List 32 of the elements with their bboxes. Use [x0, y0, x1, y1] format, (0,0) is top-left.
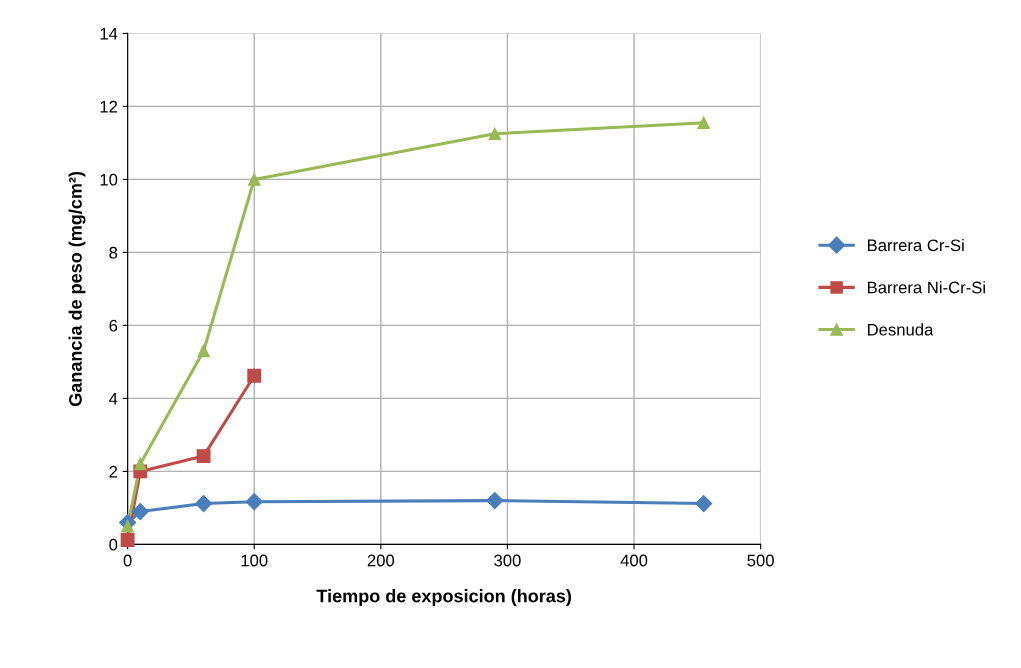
point — [245, 493, 263, 511]
y-tick-label: 8 — [109, 246, 118, 259]
x-tick-label: 400 — [620, 554, 648, 567]
point — [197, 344, 210, 358]
y-tick-label: 14 — [100, 27, 118, 40]
point — [131, 503, 149, 521]
point — [134, 457, 147, 471]
y-axis-title: Ganancia de peso (mg/cm²) — [68, 171, 86, 407]
y-tick-label: 10 — [100, 173, 118, 186]
y-tick-label: 2 — [109, 465, 118, 478]
point — [695, 494, 713, 513]
legend-label: Barrera Ni-Cr-Si — [867, 281, 985, 294]
point — [247, 173, 261, 186]
point — [486, 492, 504, 510]
legend-label: Desnuda — [867, 323, 934, 336]
x-tick-label: 300 — [494, 554, 521, 567]
y-tick-label: 4 — [109, 392, 118, 405]
point — [697, 116, 710, 130]
point — [195, 494, 213, 513]
y-tick-label: 12 — [100, 100, 118, 113]
x-axis-title: Tiempo de exposicion (horas) — [316, 589, 571, 606]
point — [247, 368, 262, 383]
legend-label: Barrera Cr-Si — [867, 238, 964, 252]
point — [488, 127, 502, 141]
point — [120, 533, 135, 547]
y-tick-label: 6 — [109, 319, 118, 332]
x-tick-label: 100 — [241, 554, 268, 567]
x-tick-label: 200 — [367, 554, 395, 567]
point — [196, 449, 211, 464]
x-tick-label: 0 — [123, 554, 132, 567]
y-tick-label: 0 — [109, 538, 118, 551]
x-tick-label: 500 — [747, 554, 774, 567]
